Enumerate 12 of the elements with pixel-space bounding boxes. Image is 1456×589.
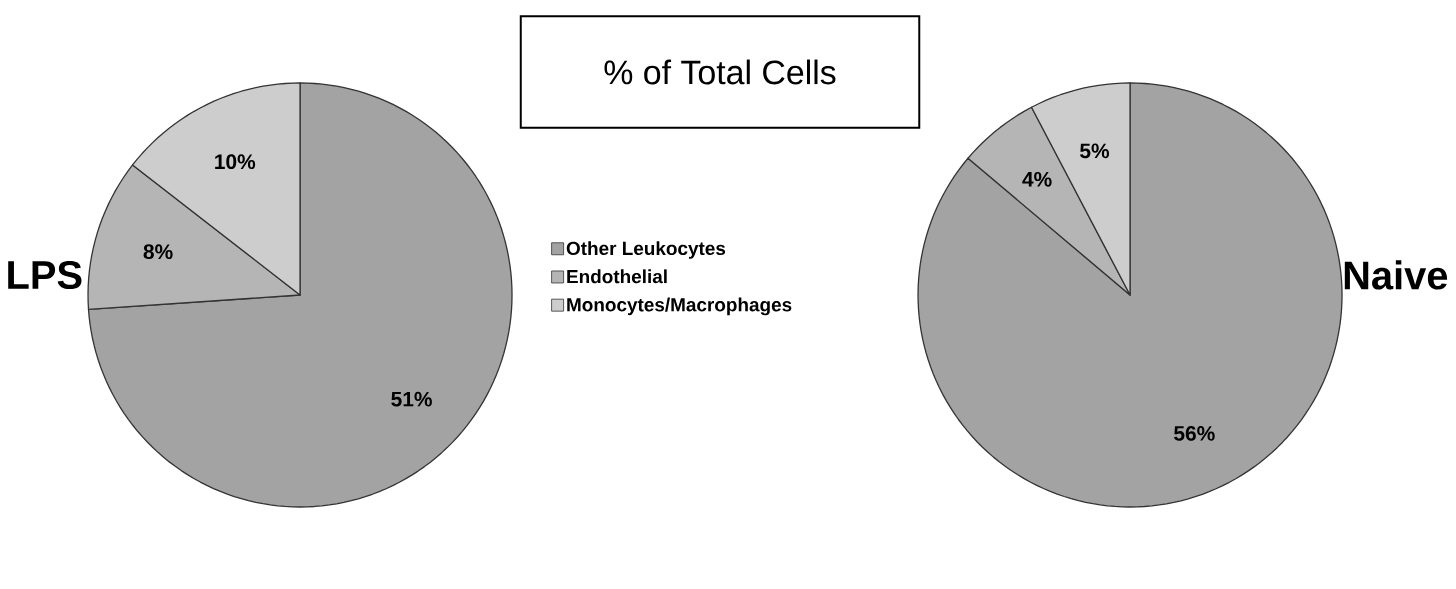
legend-title: % of Total Cells bbox=[604, 59, 836, 85]
data-label: 56% bbox=[1174, 426, 1215, 441]
data-label: 4% bbox=[1022, 171, 1052, 187]
data-label: 5% bbox=[1080, 143, 1110, 159]
data-label: 10% bbox=[215, 154, 256, 170]
legend-label: Monocytes/Macrophages bbox=[567, 297, 792, 316]
legend-label: Endothelial bbox=[567, 269, 667, 284]
text: LPS bbox=[8, 260, 82, 290]
text: Naive bbox=[1344, 260, 1448, 290]
legend-label: Other Leukocytes bbox=[566, 241, 726, 259]
data-label: 8% bbox=[143, 244, 173, 260]
data-label: 51% bbox=[391, 391, 432, 407]
